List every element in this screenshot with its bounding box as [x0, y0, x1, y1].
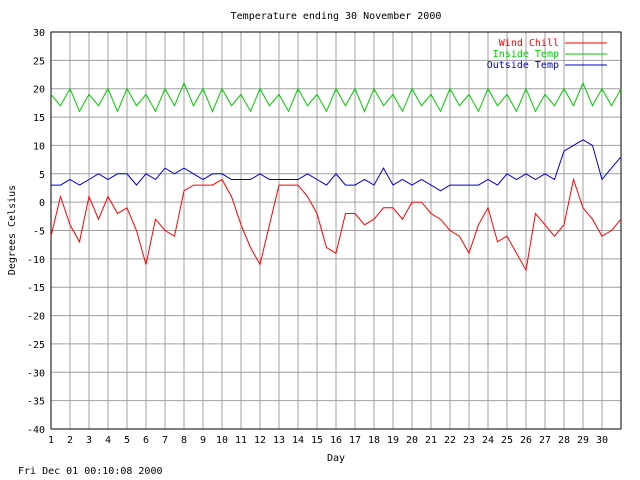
x-axis-label: Day — [327, 453, 345, 464]
y-tick-label: 25 — [33, 56, 45, 67]
x-tick-label: 5 — [124, 435, 130, 446]
plot-area — [50, 31, 622, 430]
x-tick-label: 1 — [48, 435, 54, 446]
timestamp-footer: Fri Dec 01 00:10:08 2000 — [18, 466, 163, 477]
x-tick-label: 12 — [254, 435, 266, 446]
legend-label-inside-temp: Inside Temp — [493, 49, 559, 60]
y-tick-label: 15 — [33, 113, 45, 124]
x-tick-label: 17 — [349, 435, 361, 446]
y-axis-label: Degrees Celsius — [7, 185, 18, 275]
legend-label-outside-temp: Outside Temp — [487, 60, 559, 71]
x-tick-label: 29 — [577, 435, 589, 446]
x-tick-label: 2 — [67, 435, 73, 446]
x-tick-label: 23 — [463, 435, 475, 446]
x-tick-label: 7 — [162, 435, 168, 446]
chart-title: Temperature ending 30 November 2000 — [231, 11, 442, 22]
series-line-wind-chill — [50, 177, 622, 272]
x-tick-label: 19 — [387, 435, 399, 446]
x-tick-label: 30 — [596, 435, 608, 446]
y-tick-label: 30 — [33, 28, 45, 39]
x-tick-label: 10 — [216, 435, 228, 446]
series-line-inside-temp — [50, 81, 622, 113]
y-tick-label: -35 — [27, 397, 45, 408]
y-tick-label: -40 — [27, 425, 45, 436]
y-tick-label: 10 — [33, 141, 45, 152]
x-tick-label: 26 — [520, 435, 532, 446]
x-tick-label: 9 — [200, 435, 206, 446]
x-tick-label: 22 — [444, 435, 456, 446]
x-tick-label: 13 — [273, 435, 285, 446]
x-tick-label: 27 — [539, 435, 551, 446]
x-tick-label: 16 — [330, 435, 342, 446]
x-tick-label: 15 — [311, 435, 323, 446]
y-tick-label: -30 — [27, 368, 45, 379]
x-tick-label: 3 — [86, 435, 92, 446]
x-tick-label: 18 — [368, 435, 380, 446]
series-lines — [50, 81, 622, 272]
x-tick-label: 24 — [482, 435, 494, 446]
x-tick-label: 6 — [143, 435, 149, 446]
x-tick-label: 20 — [406, 435, 418, 446]
x-tick-label: 14 — [292, 435, 304, 446]
x-tick-label: 8 — [181, 435, 187, 446]
y-tick-label: 0 — [39, 198, 45, 209]
x-tick-label: 4 — [105, 435, 111, 446]
x-tick-label: 11 — [235, 435, 247, 446]
y-tick-labels: -40 -35 -30 -25 -20 -15 -10 -5 0 5 10 15 20 25 30 — [27, 28, 45, 436]
x-tick-label: 21 — [425, 435, 437, 446]
x-tick-labels: 1 2 3 4 5 6 7 8 9 10 11 12 13 14 15 16 17 18 19 20 21 22 23 24 2… — [48, 435, 608, 446]
y-tick-label: -10 — [27, 255, 45, 266]
y-tick-label: -25 — [27, 340, 45, 351]
y-tick-label: 20 — [33, 85, 45, 96]
x-tick-label: 28 — [558, 435, 570, 446]
series-line-outside-temp — [51, 139, 622, 192]
y-tick-label: -20 — [27, 312, 45, 323]
y-tick-label: 5 — [39, 170, 45, 181]
y-tick-label: -15 — [27, 283, 45, 294]
y-tick-label: -5 — [33, 227, 45, 238]
legend-label-wind-chill: Wind Chill — [499, 38, 559, 49]
x-tick-label: 25 — [501, 435, 513, 446]
